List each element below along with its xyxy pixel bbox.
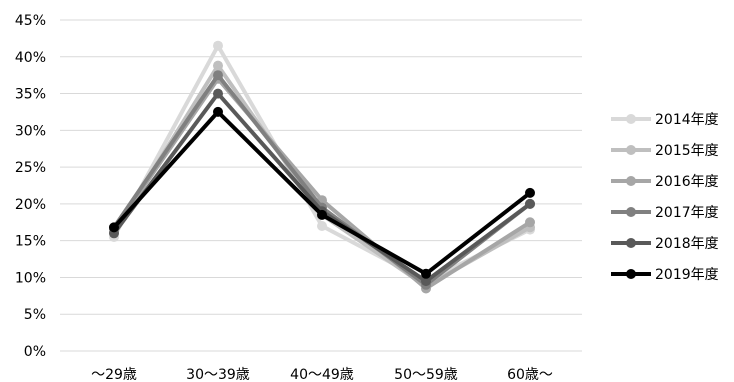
legend-swatch-marker: [626, 269, 636, 279]
series-2: [109, 73, 535, 294]
data-point: [213, 70, 223, 81]
data-point: [421, 276, 431, 287]
legend-label: 2015年度: [655, 143, 719, 159]
legend-item: 2014年度: [611, 112, 719, 128]
series-lines: [109, 40, 535, 294]
y-tick-label: 25%: [15, 160, 46, 176]
data-point: [213, 88, 223, 99]
legend-label: 2016年度: [655, 174, 719, 190]
y-tick-label: 20%: [15, 197, 46, 213]
y-tick-label: 30%: [15, 123, 46, 139]
legend-item: 2016年度: [611, 174, 719, 190]
y-tick-label: 35%: [15, 87, 46, 103]
series-line: [112, 73, 532, 287]
data-point: [213, 106, 223, 117]
legend-item: 2018年度: [611, 236, 719, 252]
data-point: [421, 268, 431, 279]
grid-lines: [60, 19, 582, 352]
legend-item: 2015年度: [611, 143, 719, 159]
series-line: [112, 76, 532, 291]
data-point: [317, 209, 327, 220]
legend-item: 2019年度: [611, 267, 719, 283]
legend-label: 2017年度: [655, 205, 719, 221]
x-tick-label: 30～39歳: [186, 367, 250, 382]
legend-label: 2014年度: [655, 112, 719, 128]
series-line: [112, 43, 532, 284]
y-axis-tick-labels: 0% 5% 10% 15% 20% 25% 30% 35% 40% 45%: [15, 13, 46, 360]
y-tick-label: 15%: [15, 234, 46, 250]
legend-swatch-marker: [626, 238, 636, 248]
data-point: [317, 221, 327, 231]
legend-item: 2017年度: [611, 205, 719, 221]
legend-swatch-marker: [626, 207, 636, 217]
series-5: [109, 106, 535, 279]
series-4: [109, 88, 535, 287]
y-tick-label: 45%: [15, 13, 46, 29]
data-point: [525, 187, 535, 198]
y-tick-label: 40%: [15, 50, 46, 66]
legend-label: 2018年度: [655, 236, 719, 252]
legend-label: 2019年度: [655, 267, 719, 283]
data-point: [525, 198, 535, 209]
x-tick-label: 50～59歳: [394, 367, 458, 382]
y-tick-label: 10%: [15, 270, 46, 286]
x-axis-tick-labels: ～29歳 30～39歳 40～49歳 50～59歳 60歳～: [91, 367, 553, 382]
x-tick-label: 60歳～: [507, 367, 553, 382]
legend-swatch-marker: [626, 176, 636, 186]
data-point: [525, 217, 535, 228]
data-point: [109, 222, 119, 233]
x-tick-label: 40～49歳: [290, 367, 354, 382]
y-tick-label: 0%: [24, 344, 46, 360]
y-tick-label: 5%: [24, 307, 46, 323]
legend: 2014年度 2015年度 2016年度 2017年度 2018年度 2019年度: [611, 112, 719, 283]
legend-swatch-marker: [626, 145, 636, 155]
data-point: [213, 40, 223, 51]
x-tick-label: ～29歳: [91, 367, 137, 382]
legend-swatch-marker: [626, 114, 636, 124]
data-point: [213, 60, 223, 71]
